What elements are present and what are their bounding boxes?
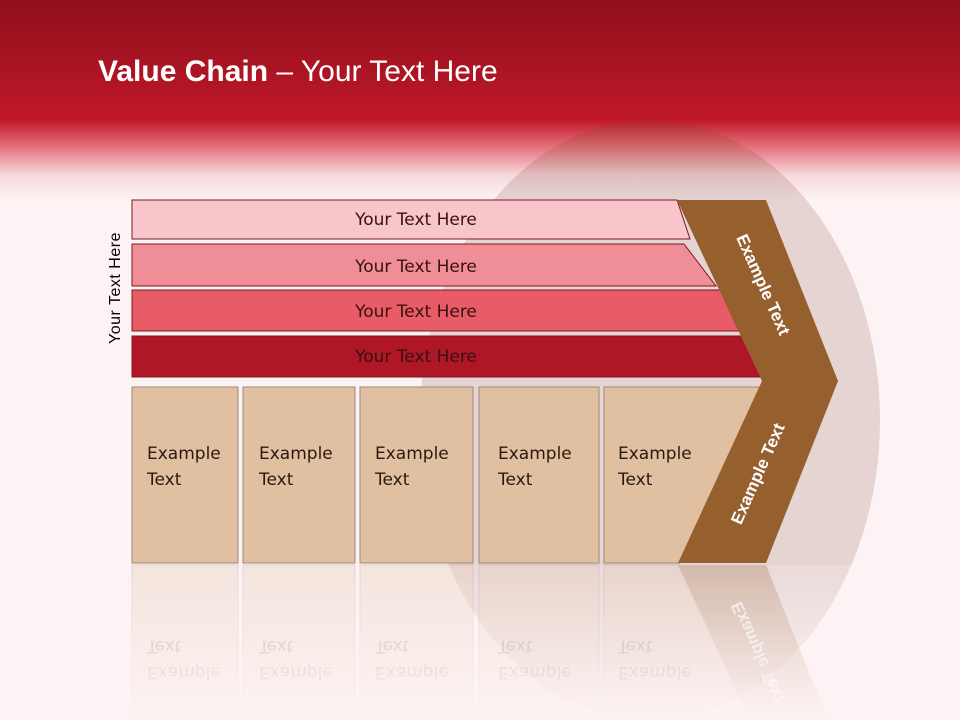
- box-5-line1: Example: [618, 444, 692, 464]
- bar-2: [131, 243, 718, 287]
- slide-title: Value Chain – Your Text Here: [98, 55, 498, 89]
- bar-2-label: Your Text Here: [354, 257, 477, 277]
- box-4-line1: Example: [498, 444, 572, 464]
- bar-1-label: Your Text Here: [354, 210, 477, 230]
- box-5-line2: Text: [617, 470, 653, 490]
- box-1-line1: Example: [147, 444, 221, 464]
- activity-box-1: [131, 386, 239, 564]
- box-3-line1: Example: [375, 444, 449, 464]
- activity-box-3: [359, 386, 474, 564]
- box-1-line2: Text: [146, 470, 182, 490]
- header-band: [0, 0, 960, 200]
- title-bold: Value Chain: [98, 55, 269, 88]
- box-4-line2: Text: [497, 470, 533, 490]
- reflection-fade: [0, 565, 960, 720]
- bar-4-label: Your Text Here: [354, 347, 477, 367]
- activity-box-2: [242, 386, 356, 564]
- box-3-line2: Text: [374, 470, 410, 490]
- bar-1: [131, 199, 691, 240]
- box-2-line2: Text: [258, 470, 294, 490]
- bar-3-label: Your Text Here: [354, 302, 477, 322]
- margin-chevron: [677, 200, 838, 563]
- activity-box-4: [478, 386, 600, 564]
- box-2-line1: Example: [259, 444, 333, 464]
- title-rest: – Your Text Here: [268, 55, 498, 88]
